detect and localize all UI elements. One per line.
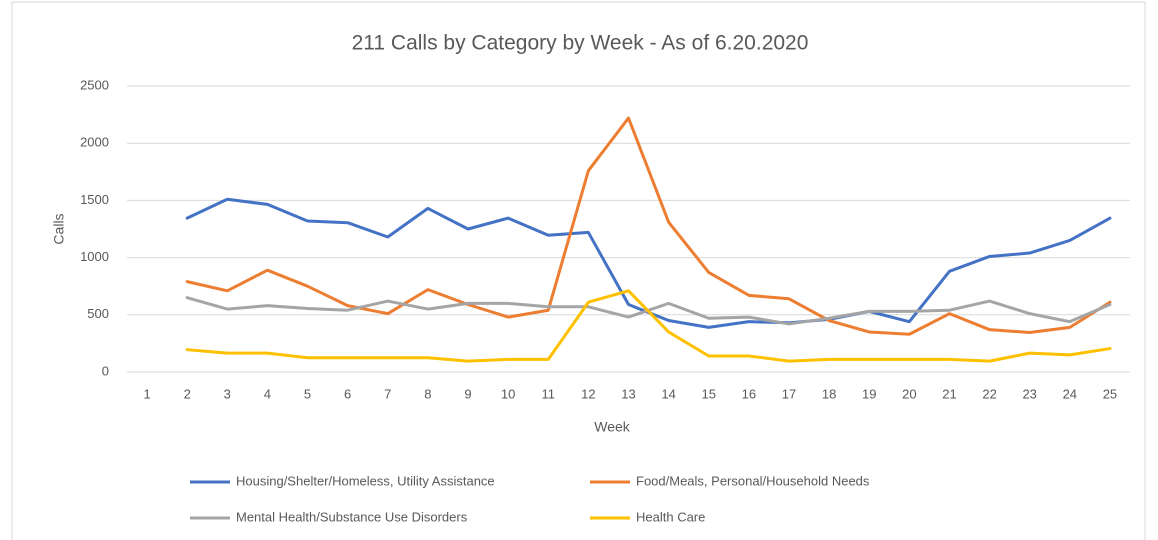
x-tick-label: 25: [1103, 386, 1117, 401]
y-tick-label: 1500: [80, 192, 109, 207]
y-axis-title: Calls: [51, 213, 67, 244]
x-tick-label: 15: [702, 386, 716, 401]
x-tick-label: 1: [143, 386, 150, 401]
x-tick-label: 11: [542, 386, 556, 401]
x-tick-label: 13: [621, 386, 635, 401]
x-tick-label: 21: [942, 386, 956, 401]
x-tick-label: 24: [1063, 386, 1077, 401]
x-tick-label: 14: [661, 386, 675, 401]
x-tick-label: 20: [902, 386, 916, 401]
x-tick-label: 4: [264, 386, 271, 401]
x-tick-label: 3: [224, 386, 231, 401]
chart-frame: [11, 1, 1146, 540]
legend-label: Food/Meals, Personal/Household Needs: [636, 473, 870, 488]
x-tick-label: 6: [344, 386, 351, 401]
legend-label: Housing/Shelter/Homeless, Utility Assist…: [236, 473, 495, 488]
y-tick-label: 500: [87, 306, 109, 321]
x-tick-label: 2: [184, 386, 191, 401]
y-tick-label: 2500: [80, 77, 109, 92]
x-tick-label: 17: [782, 386, 796, 401]
x-tick-label: 16: [742, 386, 756, 401]
series-line: [185, 289, 1112, 363]
x-tick-label: 12: [581, 386, 595, 401]
chart-title: 211 Calls by Category by Week - As of 6.…: [352, 32, 809, 55]
x-tick-label: 23: [1022, 386, 1036, 401]
legend-label: Mental Health/Substance Use Disorders: [236, 509, 468, 524]
y-tick-label: 2000: [80, 135, 109, 150]
x-tick-label: 18: [822, 386, 836, 401]
x-tick-label: 7: [384, 386, 391, 401]
x-tick-label: 8: [424, 386, 431, 401]
x-tick-label: 19: [862, 386, 876, 401]
x-tick-label: 10: [501, 386, 515, 401]
x-tick-label: 22: [982, 386, 996, 401]
legend-label: Health Care: [636, 509, 705, 524]
x-tick-label: 5: [304, 386, 311, 401]
x-tick-label: 9: [464, 386, 471, 401]
series-line: [185, 116, 1112, 336]
x-axis-title: Week: [594, 419, 631, 435]
y-tick-label: 0: [102, 363, 109, 378]
y-tick-label: 1000: [80, 249, 109, 264]
